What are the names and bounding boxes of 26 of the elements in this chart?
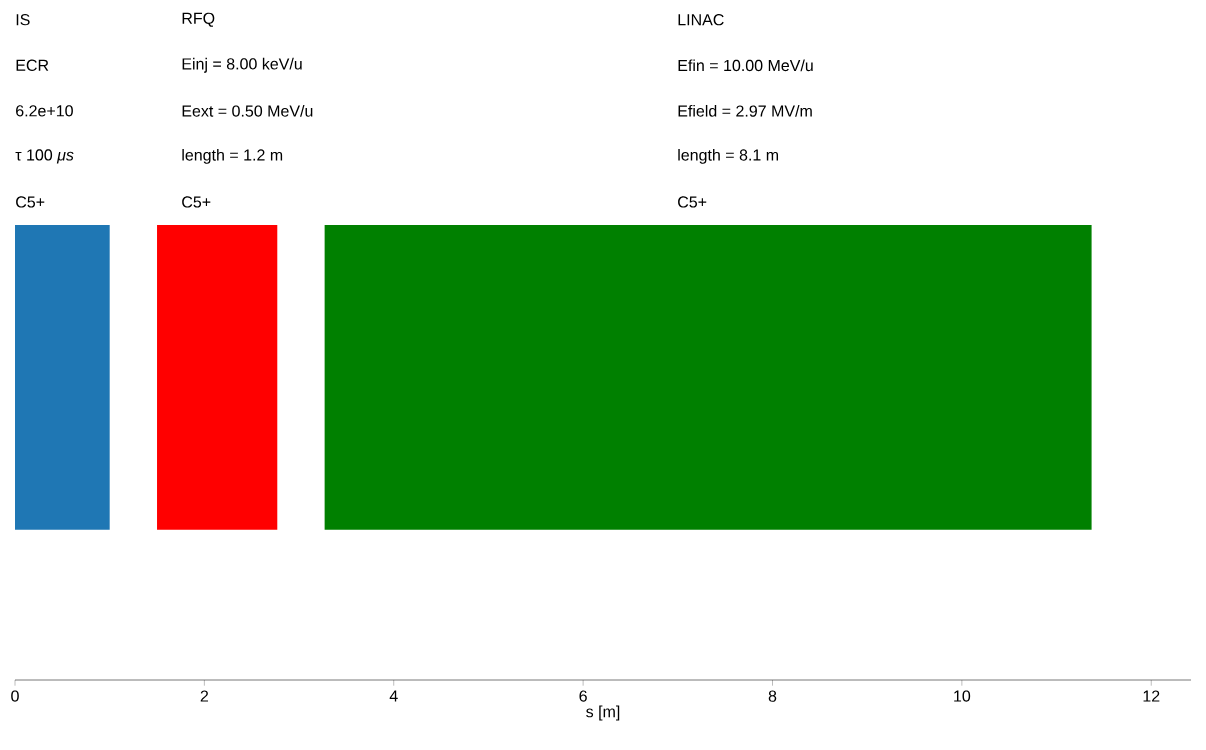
- annotation: Efield = 2.97 MV/m: [678, 104, 812, 117]
- text: Efin = 10.00 MeV/u: [678, 59, 813, 72]
- x-tick-label: 2: [200, 690, 209, 702]
- x-tick-label: 10: [954, 690, 971, 702]
- text: Einj = 8.00 keV/u: [182, 57, 302, 73]
- annotation: C5+: [16, 196, 45, 208]
- x-tick-label: 8: [768, 690, 777, 702]
- x-tick-label: 6: [579, 690, 587, 702]
- bar: [157, 225, 278, 530]
- annotation: length = 8.1 m: [678, 148, 779, 164]
- annotation: τ 100 μs: [15, 149, 74, 164]
- annotation: 6.2e+10: [16, 105, 73, 117]
- x-tick-label: 12: [1143, 690, 1160, 702]
- x-tick-label: 4: [389, 690, 398, 702]
- annotation: C5+: [678, 196, 707, 208]
- text: RFQ: [182, 12, 215, 27]
- text: ECR: [16, 59, 49, 71]
- annotation: C5+: [182, 196, 211, 208]
- x-tick-label: 0: [11, 690, 19, 702]
- x-axis-title: s [m]: [586, 705, 620, 721]
- text: IS: [16, 14, 30, 26]
- bar: [324, 225, 1092, 530]
- annotation: Eext = 0.50 MeV/u: [182, 104, 313, 117]
- annotation: length = 1.2 m: [182, 148, 283, 164]
- text: LINAC: [678, 14, 724, 26]
- bar: [15, 225, 110, 530]
